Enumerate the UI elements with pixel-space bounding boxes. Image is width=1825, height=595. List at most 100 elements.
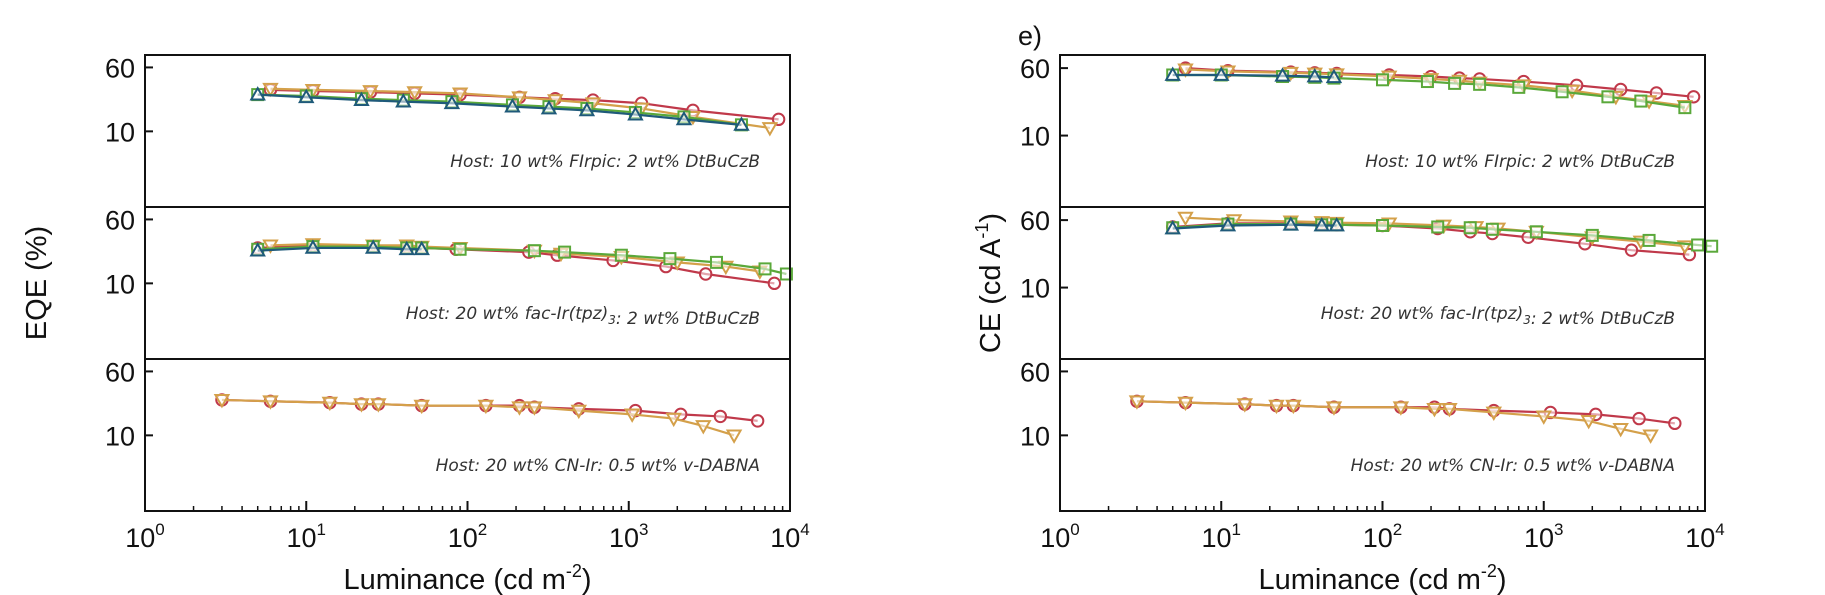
x-tick-label: 100 — [125, 520, 165, 553]
y-tick-label: 10 — [105, 117, 135, 147]
x-tick-label: 104 — [1685, 520, 1725, 553]
data-point — [570, 404, 588, 420]
y-tick-label: 60 — [1020, 206, 1050, 236]
chart-1: 10 60 Host: 10 wt% FIrpic: 2 wt% DtBuCzB 10… — [21, 53, 810, 595]
data-point — [1325, 401, 1343, 416]
series-4 — [249, 86, 750, 131]
y-tick-label: 60 — [1020, 54, 1050, 84]
series-2 — [1128, 395, 1659, 444]
data-point — [1441, 403, 1458, 418]
data-point — [1632, 411, 1646, 426]
data-point — [213, 394, 231, 409]
data-point — [353, 91, 370, 106]
data-point — [1705, 239, 1719, 253]
data-point — [304, 239, 322, 254]
data-point — [1219, 216, 1237, 232]
data-point — [1274, 67, 1291, 82]
data-point — [511, 91, 528, 106]
data-point — [540, 99, 558, 115]
x-tick-label: 100 — [1040, 520, 1080, 553]
panel-annotation: Host: 20 wt% CN-Ir: 0.5 wt% v-DABNA — [436, 456, 760, 476]
data-point — [1282, 216, 1300, 231]
data-point — [1306, 67, 1323, 83]
panel-2: 10 60 Host: 20 wt% fac-Ir(tpz)3: 2 wt% DtB… — [1020, 206, 1719, 329]
x-axis-title: Luminance (cd m-2) — [343, 561, 591, 595]
data-point — [1473, 77, 1487, 91]
data-point — [262, 239, 279, 254]
data-point — [406, 86, 423, 101]
panel-3: 10 60 Host: 20 wt% CN-Ir: 0.5 wt% v-DABNA — [105, 357, 765, 476]
data-point — [1529, 225, 1543, 239]
panel-annotation: Host: 20 wt% fac-Ir(tpz)3: 2 wt% DtBuCzB — [1321, 304, 1675, 329]
data-point — [1686, 90, 1701, 104]
data-point — [665, 412, 682, 428]
data-point — [398, 240, 415, 256]
data-point — [1585, 228, 1599, 242]
series-line — [1136, 400, 1651, 437]
data-point — [1448, 76, 1462, 90]
data-point — [1213, 66, 1230, 81]
data-point — [443, 94, 461, 110]
data-point — [413, 240, 430, 256]
data-point — [353, 398, 370, 413]
data-point — [504, 98, 521, 113]
x-tick-label: 101 — [1201, 520, 1241, 553]
data-point — [1535, 410, 1552, 425]
data-point — [623, 408, 641, 423]
data-point — [321, 396, 339, 412]
data-point — [698, 267, 713, 281]
data-point — [1634, 94, 1648, 108]
data-point — [1426, 403, 1443, 418]
data-point — [1485, 406, 1503, 421]
panel-annotation: Host: 20 wt% CN-Ir: 0.5 wt% v-DABNA — [1351, 456, 1675, 476]
data-point — [1624, 243, 1639, 257]
data-point — [1580, 415, 1597, 430]
data-point — [750, 414, 765, 428]
data-point — [1177, 211, 1194, 227]
panel-annotation: Host: 20 wt% fac-Ir(tpz)3: 2 wt% DtBuCzB — [406, 304, 760, 329]
data-point — [761, 122, 779, 137]
data-point — [298, 88, 315, 104]
data-point — [1691, 238, 1705, 252]
x-tick-label: 102 — [448, 520, 488, 553]
data-point — [362, 85, 379, 100]
data-point — [695, 420, 712, 435]
data-point — [249, 86, 266, 101]
data-point — [578, 101, 596, 117]
series-2 — [213, 394, 743, 444]
data-point — [1420, 75, 1434, 89]
data-point — [1485, 222, 1499, 236]
y-tick-label: 60 — [105, 205, 135, 235]
data-point — [1164, 219, 1181, 235]
series-line — [257, 93, 742, 126]
y-tick-label: 60 — [105, 357, 135, 387]
data-point — [1512, 80, 1526, 94]
data-point — [262, 82, 279, 98]
data-point — [370, 398, 387, 413]
panel-2: 10 60 Host: 20 wt% fac-Ir(tpz)3: 2 wt% DtB… — [105, 205, 793, 329]
data-point — [1392, 401, 1410, 416]
panel-annotation: Host: 10 wt% FIrpic: 2 wt% DtBuCzB — [450, 152, 760, 172]
data-point — [1668, 416, 1682, 431]
x-tick-label: 103 — [1524, 520, 1564, 553]
data-point — [663, 252, 677, 266]
data-point — [1642, 233, 1656, 247]
data-point — [413, 399, 430, 415]
data-point — [1313, 216, 1330, 232]
data-point — [1268, 399, 1285, 415]
data-point — [1463, 221, 1477, 235]
data-point — [477, 399, 495, 415]
data-point — [1601, 90, 1615, 104]
data-point — [1177, 396, 1194, 412]
y-axis-title: CE (cd A-1) — [972, 213, 1007, 353]
series-line — [221, 398, 735, 437]
data-point — [713, 409, 728, 424]
data-point — [1236, 398, 1254, 413]
y-tick-label: 10 — [105, 421, 135, 451]
y-axis-title: EQE (%) — [21, 226, 53, 340]
y-tick-label: 10 — [105, 269, 135, 299]
data-point — [627, 106, 644, 121]
data-point — [1642, 429, 1659, 444]
